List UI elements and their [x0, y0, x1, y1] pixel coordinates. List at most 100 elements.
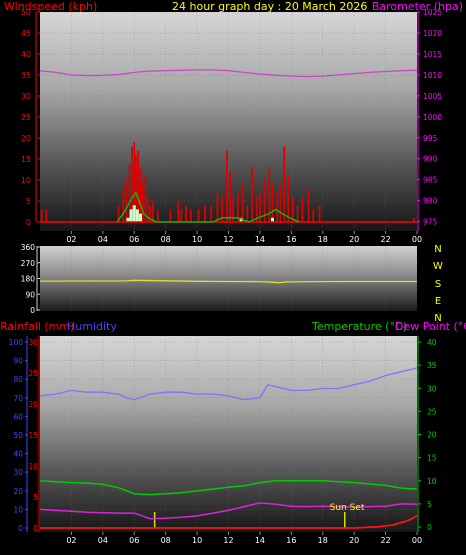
gust-bar	[221, 196, 224, 222]
dir-y-tick-270: 270	[21, 259, 36, 268]
gust-bar	[185, 205, 187, 222]
x-tick-label-20: 20	[349, 536, 359, 545]
gust-bar	[283, 146, 286, 222]
rain-y-tick-30: 30	[28, 338, 38, 347]
x-tick-label-16: 16	[286, 536, 296, 545]
sunset-annotation: Sun Set	[330, 503, 365, 513]
direction-panel-grid	[71, 246, 386, 311]
wind-y-tick-35: 35	[21, 71, 31, 80]
wind-panel-axes: 0510152025303540455097598098599099510001…	[21, 8, 443, 244]
x-tick-label-14: 14	[255, 235, 265, 244]
gust-bar	[122, 188, 125, 222]
barometer-line	[39, 69, 418, 78]
humidity-y-tick-20: 20	[13, 487, 23, 496]
compass-letter-N: N	[434, 313, 441, 324]
gust-bar	[169, 209, 172, 222]
gust-bar	[125, 180, 128, 222]
wind-y-tick-40: 40	[21, 50, 31, 59]
x-tick-label-10: 10	[192, 536, 202, 545]
gust-bar	[237, 192, 239, 222]
x-tick-label-08: 08	[161, 235, 171, 244]
gust-bar	[229, 171, 231, 222]
baro-y-tick-980: 980	[423, 197, 438, 206]
wind-y-tick-30: 30	[21, 92, 31, 101]
temp-y-tick-25: 25	[427, 407, 437, 416]
baro-y-tick-1015: 1015	[423, 50, 442, 59]
dir-y-tick-0: 0	[30, 306, 35, 315]
humidity-y-tick-60: 60	[13, 412, 23, 421]
temp-y-tick-5: 5	[427, 500, 432, 509]
x-tick-label-06: 06	[129, 536, 139, 545]
temperature-line	[39, 480, 418, 496]
x-tick-label-12: 12	[223, 235, 233, 244]
temp-y-tick-35: 35	[427, 361, 437, 370]
gust-bar	[301, 196, 304, 222]
gust-bar	[117, 205, 120, 222]
gust-bar	[296, 205, 299, 222]
baro-y-tick-1025: 1025	[423, 8, 442, 17]
gust-bar	[271, 184, 274, 222]
temp-panel-axes: 0102030405060708090100051015202530051015…	[9, 336, 437, 545]
humidity-y-tick-10: 10	[13, 505, 23, 514]
humidity-y-tick-100: 100	[9, 338, 24, 347]
wind-y-tick-0: 0	[26, 218, 31, 227]
gust-bar	[137, 150, 140, 222]
x-tick-label-04: 04	[98, 235, 108, 244]
gust-bar	[318, 205, 321, 222]
rainfall-axis-title: Rainfall (mm)	[0, 320, 74, 333]
temp-y-tick-20: 20	[427, 431, 437, 440]
gust-bar	[197, 209, 200, 222]
rain-y-tick-20: 20	[28, 400, 38, 409]
wind-low-bar	[139, 213, 143, 222]
wind-average-line	[116, 191, 300, 223]
temperature-axis-title: Temperature (°C)	[311, 320, 407, 333]
rainfall-line	[40, 514, 418, 529]
rain-y-tick-0: 0	[33, 524, 38, 533]
gust-bar	[232, 196, 235, 222]
x-tick-label-02: 02	[66, 536, 76, 545]
gust-bar	[251, 167, 253, 222]
temp-y-tick-30: 30	[427, 384, 437, 393]
humidity-y-tick-70: 70	[13, 394, 23, 403]
x-tick-label-16: 16	[286, 235, 296, 244]
gust-bar	[128, 163, 131, 222]
wind-y-tick-45: 45	[21, 29, 31, 38]
dir-y-tick-360: 360	[21, 243, 36, 252]
wind-low-bar	[270, 217, 274, 222]
wind-panel-grid	[40, 11, 417, 231]
x-tick-label-06: 06	[129, 235, 139, 244]
gust-bar	[40, 209, 43, 222]
baro-y-tick-985: 985	[423, 176, 438, 185]
baro-y-tick-1000: 1000	[423, 113, 442, 122]
gust-bar	[149, 205, 151, 222]
gust-bar	[259, 192, 261, 222]
x-tick-label-00: 00	[412, 536, 422, 545]
compass-letter-N: N	[434, 244, 441, 255]
temp-y-tick-0: 0	[427, 523, 432, 532]
gust-bar	[144, 175, 147, 222]
x-tick-label-18: 18	[318, 235, 328, 244]
gust-bar	[134, 154, 137, 222]
gust-bar	[263, 180, 266, 222]
baro-y-tick-995: 995	[423, 134, 438, 143]
gust-bar	[241, 184, 244, 222]
humidity-y-tick-50: 50	[13, 431, 23, 440]
gust-bar	[177, 201, 180, 222]
x-tick-label-02: 02	[66, 235, 76, 244]
humidity-y-tick-90: 90	[13, 357, 23, 366]
wind-y-tick-20: 20	[21, 134, 31, 143]
humidity-y-tick-80: 80	[13, 375, 23, 384]
x-tick-label-20: 20	[349, 235, 359, 244]
baro-y-tick-990: 990	[423, 155, 438, 164]
x-tick-label-04: 04	[98, 536, 108, 545]
gust-bar	[246, 205, 249, 222]
x-tick-label-22: 22	[380, 235, 390, 244]
gust-bar	[180, 209, 183, 222]
gust-bar	[312, 209, 315, 222]
x-tick-label-22: 22	[380, 536, 390, 545]
humidity-y-tick-0: 0	[18, 524, 23, 533]
x-tick-label-08: 08	[161, 536, 171, 545]
wind-y-tick-5: 5	[26, 197, 31, 206]
